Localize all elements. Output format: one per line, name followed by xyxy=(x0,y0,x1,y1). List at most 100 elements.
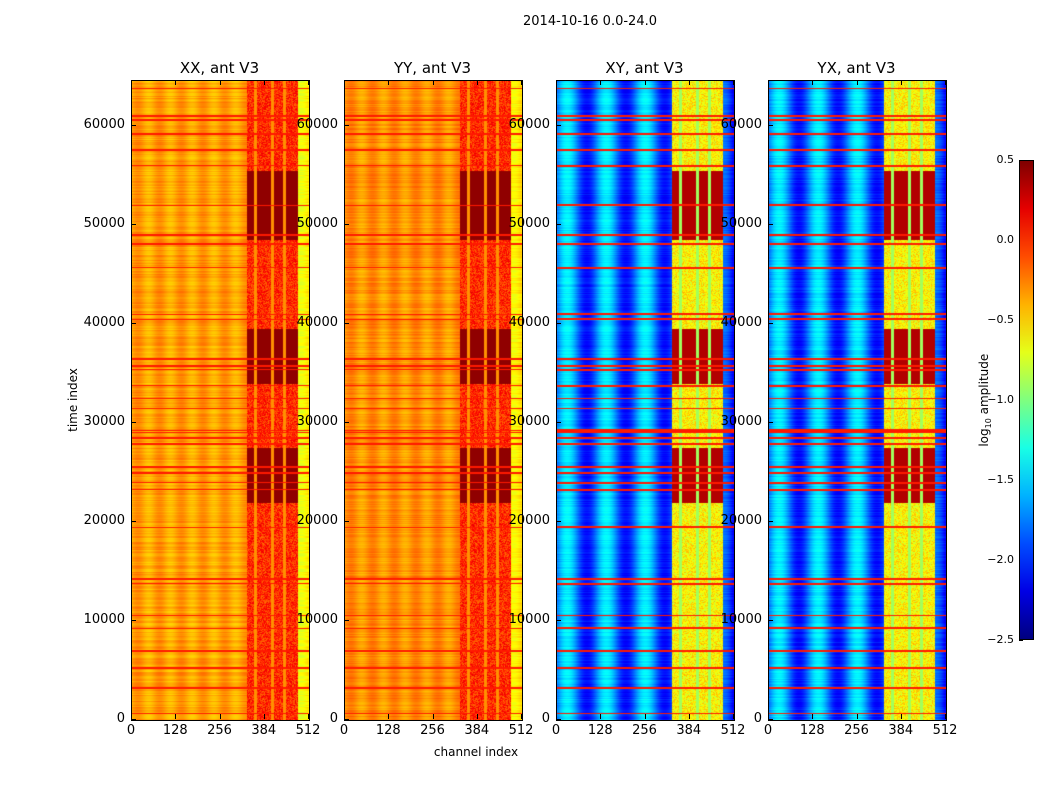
y-tick-label: 20000 xyxy=(508,512,550,528)
panel-title: XY, ant V3 xyxy=(605,59,684,77)
y-tick-mark xyxy=(556,223,561,225)
colorbar-tick-mark xyxy=(1019,640,1023,641)
y-tick-label: 50000 xyxy=(83,215,125,231)
x-tick-mark xyxy=(219,80,221,85)
y-tick-label: 20000 xyxy=(720,512,762,528)
heatmap-panel xyxy=(344,80,523,721)
y-tick-label: 30000 xyxy=(508,413,550,429)
x-tick-mark xyxy=(308,714,309,719)
y-tick-mark xyxy=(344,719,349,720)
x-tick-mark xyxy=(344,714,345,719)
x-tick-label: 0 xyxy=(339,723,349,738)
x-tick-mark xyxy=(644,714,646,719)
y-tick-label: 40000 xyxy=(720,314,762,330)
y-tick-label: 40000 xyxy=(508,314,550,330)
y-tick-mark xyxy=(768,322,773,324)
y-tick-label: 60000 xyxy=(720,116,762,132)
y-tick-label: 30000 xyxy=(720,413,762,429)
colorbar-tick-label: −0.5 xyxy=(987,313,1014,326)
x-tick-label: 384 xyxy=(888,723,914,738)
panel-title: XX, ant V3 xyxy=(179,59,260,77)
x-tick-label: 128 xyxy=(587,723,613,738)
x-tick-mark xyxy=(476,80,478,85)
colorbar-label-sub: 10 xyxy=(984,418,994,429)
y-tick-label: 20000 xyxy=(83,512,125,528)
x-tick-mark xyxy=(521,714,522,719)
y-tick-label: 10000 xyxy=(83,611,125,627)
x-tick-mark xyxy=(432,714,434,719)
y-tick-label: 50000 xyxy=(508,215,550,231)
y-tick-mark xyxy=(344,421,349,423)
x-tick-mark xyxy=(476,714,478,719)
x-tick-label: 512 xyxy=(720,723,746,738)
x-tick-label: 256 xyxy=(207,723,232,738)
y-tick-label: 10000 xyxy=(296,611,338,627)
x-tick-label: 384 xyxy=(251,723,277,738)
x-tick-mark xyxy=(175,714,177,719)
y-tick-label: 60000 xyxy=(508,116,550,132)
heatmap-panel xyxy=(768,80,947,721)
x-tick-label: 512 xyxy=(932,723,958,738)
y-tick-label: 60000 xyxy=(83,116,125,132)
x-tick-label: 256 xyxy=(632,723,657,738)
panel-title: YX, ant V3 xyxy=(817,59,896,77)
x-tick-mark xyxy=(688,714,690,719)
y-tick-label: 30000 xyxy=(296,413,338,429)
panel-title: YY, ant V3 xyxy=(393,59,471,77)
x-tick-label: 384 xyxy=(676,723,702,738)
x-tick-mark xyxy=(812,714,814,719)
y-tick-mark xyxy=(556,322,561,324)
y-tick-mark xyxy=(768,719,773,720)
y-tick-mark xyxy=(131,322,136,324)
x-axis-label: channel index xyxy=(433,745,519,759)
y-tick-mark xyxy=(556,520,561,522)
y-tick-mark xyxy=(556,124,561,126)
colorbar-label: log10 amplitude xyxy=(977,340,993,460)
x-tick-mark xyxy=(263,80,265,85)
x-tick-mark xyxy=(175,80,177,85)
y-tick-mark xyxy=(344,619,349,621)
x-tick-mark xyxy=(131,714,132,719)
y-tick-mark xyxy=(131,619,136,621)
x-tick-mark xyxy=(131,80,132,85)
y-tick-label: 50000 xyxy=(720,215,762,231)
x-tick-mark xyxy=(812,80,814,85)
x-tick-mark xyxy=(733,80,734,85)
x-tick-label: 128 xyxy=(799,723,825,738)
heatmap-panel xyxy=(131,80,310,721)
x-tick-mark xyxy=(263,714,265,719)
y-tick-label: 0 xyxy=(329,711,338,726)
y-axis-label: time index xyxy=(66,368,80,432)
y-tick-mark xyxy=(131,421,136,423)
colorbar-tick-label: 0.5 xyxy=(996,153,1015,166)
x-tick-label: 512 xyxy=(508,723,534,738)
y-tick-label: 20000 xyxy=(296,512,338,528)
y-tick-mark xyxy=(556,421,561,423)
y-tick-label: 10000 xyxy=(508,611,550,627)
y-tick-mark xyxy=(768,124,773,126)
x-tick-mark xyxy=(900,80,902,85)
y-tick-label: 40000 xyxy=(296,314,338,330)
x-tick-label: 0 xyxy=(551,723,561,738)
figure-title: 2014-10-16 0.0-24.0 xyxy=(523,14,657,29)
colorbar-label-rest: amplitude xyxy=(976,353,991,419)
colorbar-tick-label: −2.0 xyxy=(987,553,1014,566)
y-tick-label: 10000 xyxy=(720,611,762,627)
y-tick-label: 0 xyxy=(116,711,125,726)
y-tick-label: 60000 xyxy=(296,116,338,132)
colorbar-tick-label: −1.0 xyxy=(987,393,1014,406)
x-tick-mark xyxy=(768,80,769,85)
x-tick-mark xyxy=(600,714,602,719)
x-tick-mark xyxy=(556,80,557,85)
y-tick-mark xyxy=(131,719,136,720)
x-tick-mark xyxy=(432,80,434,85)
y-tick-mark xyxy=(556,719,561,720)
x-tick-mark xyxy=(219,714,221,719)
x-tick-mark xyxy=(856,80,858,85)
x-tick-label: 384 xyxy=(464,723,490,738)
y-tick-label: 0 xyxy=(753,711,762,726)
y-tick-mark xyxy=(768,421,773,423)
y-tick-label: 30000 xyxy=(83,413,125,429)
y-tick-mark xyxy=(344,322,349,324)
colorbar xyxy=(1019,160,1034,640)
